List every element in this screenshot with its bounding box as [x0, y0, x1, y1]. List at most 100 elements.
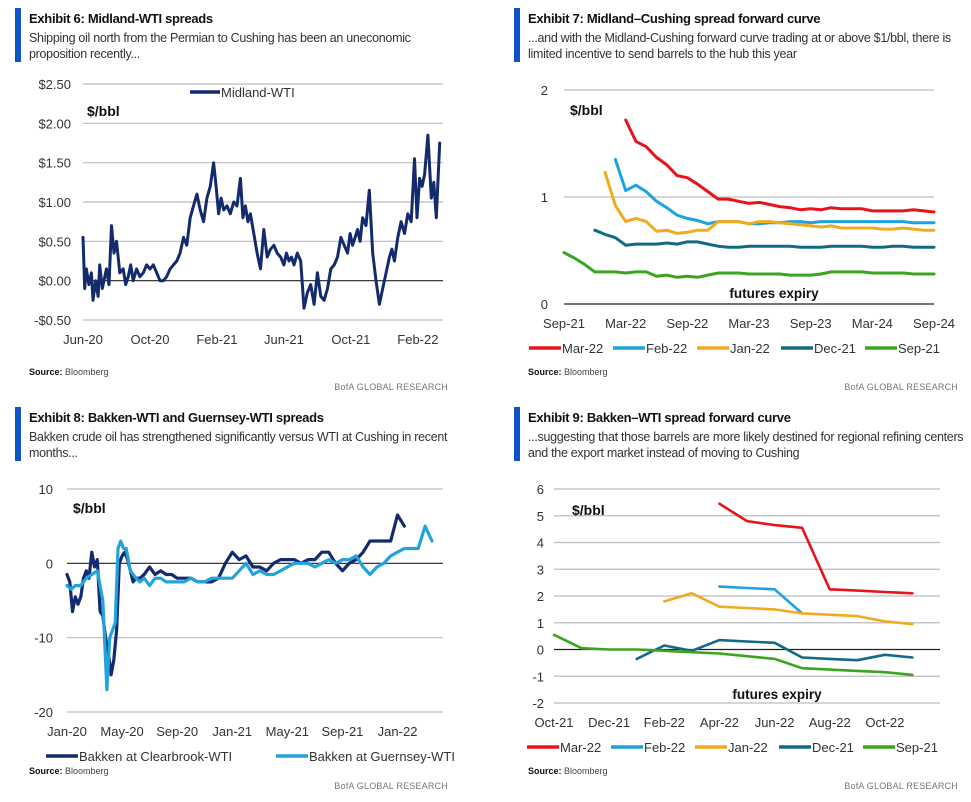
y-tick-label: 0 [537, 643, 544, 658]
legend-label: Jan-22 [728, 740, 768, 755]
futures-expiry-annotation: futures expiry [729, 286, 819, 301]
exhibit-title: Exhibit 6: Midland-WTI spreads [29, 11, 213, 26]
exhibit-header: Exhibit 6: Midland-WTI spreads Shipping … [15, 8, 465, 64]
legend-label: Dec-21 [812, 740, 854, 755]
source-note: Source: Bloomberg [528, 367, 608, 377]
source-label: Source: [29, 766, 63, 776]
source-note: Source: Bloomberg [29, 766, 109, 776]
legend-label: Feb-22 [644, 740, 685, 755]
accent-bar [15, 8, 21, 62]
exhibit-header: Exhibit 9: Bakken–WTI spread forward cur… [514, 407, 964, 463]
y-tick-label: 6 [537, 482, 544, 497]
legend-label: Mar-22 [562, 341, 603, 356]
series-line-feb-22 [613, 158, 936, 226]
x-tick-label: Feb-22 [397, 332, 438, 347]
x-tick-label: Feb-22 [644, 715, 685, 730]
accent-bar [514, 8, 520, 62]
series-line-midland-wti [81, 133, 442, 310]
x-tick-label: May-20 [100, 724, 143, 739]
brand-label: BofA GLOBAL RESEARCH [844, 382, 958, 392]
y-tick-label: $2.50 [38, 77, 71, 92]
legend-label: Bakken at Guernsey-WTI [309, 749, 455, 764]
exhibit-7-panel: Exhibit 7: Midland–Cushing spread forwar… [514, 8, 971, 403]
exhibit-title: Exhibit 7: Midland–Cushing spread forwar… [528, 11, 821, 26]
x-tick-label: Sep-23 [790, 316, 832, 331]
series-line-dec-21 [593, 228, 936, 249]
series-line-mar-22 [624, 118, 936, 214]
midland-cushing-forward-chart: 0 1 2 Sep-21 Mar-22 Sep-22 Mar-23 Sep-23 Mar-24 S… [529, 83, 955, 356]
x-tick-label: Jan-21 [212, 724, 252, 739]
brand-label: BofA GLOBAL RESEARCH [334, 382, 448, 392]
exhibit-subtitle: Bakken crude oil has strengthened signif… [29, 430, 448, 460]
unit-label: $/bbl [73, 500, 106, 516]
brand-label: BofA GLOBAL RESEARCH [334, 781, 448, 791]
source-label: Source: [528, 766, 562, 776]
futures-expiry-annotation: futures expiry [732, 687, 822, 702]
midland-wti-chart: -$0.50 $0.00 $0.50 $1.00 $1.50 $2.00 $2.50 Jun-… [34, 77, 443, 347]
bakken-wti-forward-chart: -2 -1 0 1 2 3 4 5 6 Oct-21 Dec-21 Feb-22 Apr-22 Jun-2… [527, 482, 940, 755]
y-tick-label: 1 [541, 190, 548, 205]
bakken-guernsey-chart: -20 -10 0 10 Jan-20 May-20 Sep-20 Jan-21 May-21 S… [34, 482, 455, 764]
legend-label: Midland-WTI [221, 85, 295, 100]
x-tick-label: Oct-22 [865, 715, 904, 730]
y-tick-label: 5 [537, 509, 544, 524]
y-tick-label: 1 [537, 616, 544, 631]
y-tick-label: -20 [34, 705, 53, 720]
series-line-mar-22 [718, 502, 914, 595]
legend-label: Mar-22 [560, 740, 601, 755]
source-label: Source: [29, 367, 63, 377]
exhibit-8-panel: Exhibit 8: Bakken-WTI and Guernsey-WTI s… [15, 407, 475, 802]
x-tick-label: Jan-22 [378, 724, 418, 739]
x-tick-label: Oct-21 [331, 332, 370, 347]
legend-label: Feb-22 [646, 341, 687, 356]
x-tick-label: Sep-24 [913, 316, 955, 331]
y-tick-label: -10 [34, 631, 53, 646]
exhibit-subtitle: Shipping oil north from the Permian to C… [29, 31, 411, 61]
y-tick-label: 0 [46, 556, 53, 571]
y-tick-label: $0.50 [38, 234, 71, 249]
x-tick-label: May-21 [266, 724, 309, 739]
unit-label: $/bbl [570, 102, 603, 118]
x-tick-label: Jun-21 [264, 332, 304, 347]
y-tick-label: 3 [537, 562, 544, 577]
exhibit-title: Exhibit 9: Bakken–WTI spread forward cur… [528, 410, 791, 425]
y-tick-label: $1.50 [38, 156, 71, 171]
series-line-dec-21 [635, 638, 914, 662]
exhibit-header: Exhibit 8: Bakken-WTI and Guernsey-WTI s… [15, 407, 465, 463]
exhibit-title: Exhibit 8: Bakken-WTI and Guernsey-WTI s… [29, 410, 324, 425]
x-tick-label: Oct-20 [130, 332, 169, 347]
y-tick-label: $1.00 [38, 195, 71, 210]
x-tick-label: Mar-24 [852, 316, 893, 331]
unit-label: $/bbl [87, 103, 120, 119]
exhibit-subtitle: ...suggesting that those barrels are mor… [528, 430, 964, 460]
x-tick-label: Jun-20 [63, 332, 103, 347]
series-line-bakken-at-clearbrook-wti [65, 513, 406, 677]
x-tick-label: Dec-21 [588, 715, 630, 730]
y-tick-label: 10 [39, 482, 53, 497]
x-tick-label: Sep-20 [156, 724, 198, 739]
legend-label: Sep-21 [896, 740, 938, 755]
series-line-feb-22 [718, 585, 804, 615]
source-value: Bloomberg [564, 367, 608, 377]
legend-label: Jan-22 [730, 341, 770, 356]
y-tick-label: 4 [537, 536, 544, 551]
brand-label: BofA GLOBAL RESEARCH [844, 781, 958, 791]
x-tick-label: Sep-22 [666, 316, 708, 331]
x-tick-label: Apr-22 [700, 715, 739, 730]
exhibit-9-panel: Exhibit 9: Bakken–WTI spread forward cur… [514, 407, 971, 802]
y-tick-label: -$0.50 [34, 313, 71, 328]
series-line-jan-22 [663, 592, 914, 626]
legend-label: Sep-21 [898, 341, 940, 356]
series-line-sep-21 [552, 633, 914, 677]
y-tick-label: -2 [532, 696, 544, 711]
x-tick-label: Aug-22 [809, 715, 851, 730]
y-tick-label: 0 [541, 297, 548, 312]
y-tick-label: $0.00 [38, 274, 71, 289]
legend-label: Dec-21 [814, 341, 856, 356]
x-tick-label: Feb-21 [196, 332, 237, 347]
exhibit-6-panel: Exhibit 6: Midland-WTI spreads Shipping … [15, 8, 475, 403]
source-value: Bloomberg [65, 766, 109, 776]
exhibit-subtitle: ...and with the Midland-Cushing forward … [528, 31, 951, 61]
exhibit-header: Exhibit 7: Midland–Cushing spread forwar… [514, 8, 964, 64]
series-line-jan-22 [603, 170, 936, 235]
